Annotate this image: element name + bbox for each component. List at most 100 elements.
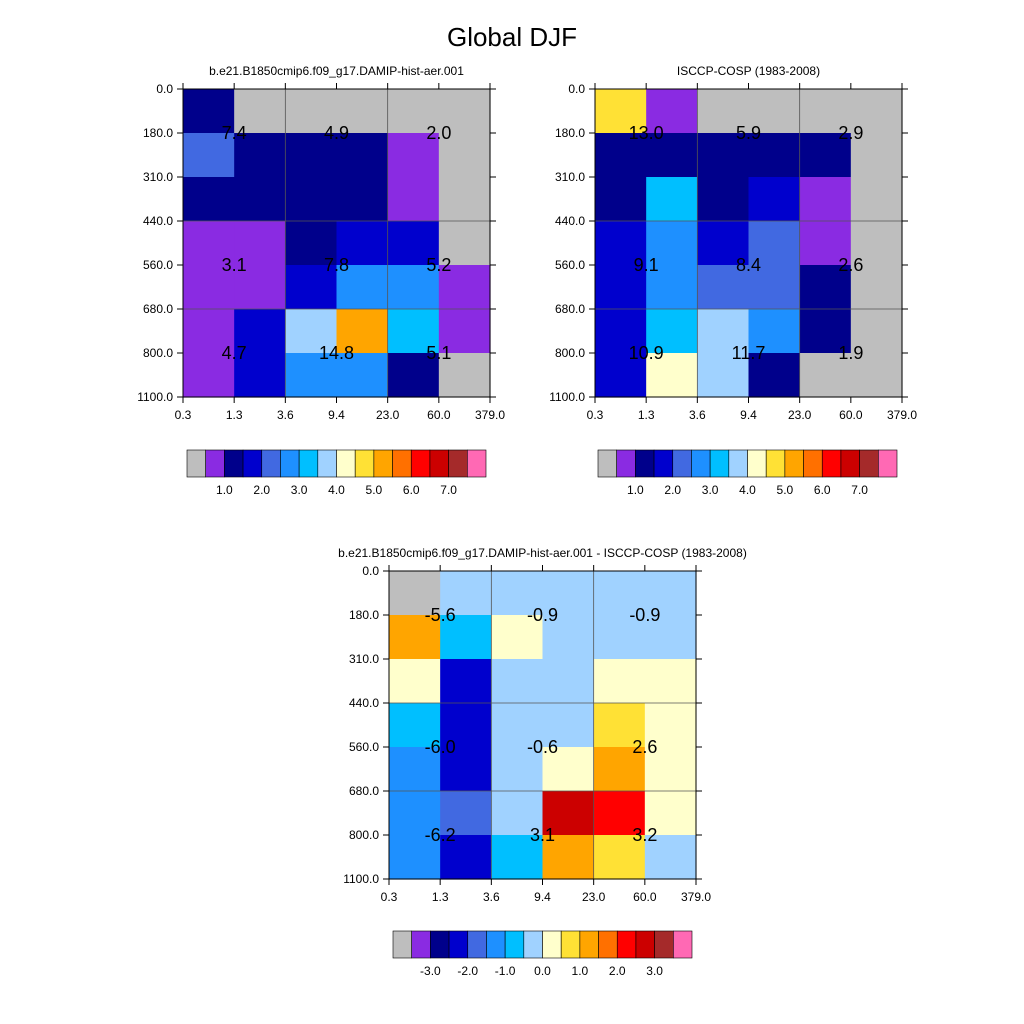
heatmap-cell <box>336 353 389 398</box>
x-tick-label: 60.0 <box>633 890 657 904</box>
heatmap-cell <box>387 221 440 266</box>
heatmap-cell <box>389 791 441 836</box>
x-tick-label: 9.4 <box>328 408 345 422</box>
heatmap-cell <box>389 659 441 704</box>
heatmap-cell <box>285 177 338 222</box>
colorbar-swatch <box>635 449 655 478</box>
heatmap-cell <box>748 133 801 178</box>
cell-value-label: 13.0 <box>629 123 664 143</box>
heatmap-cell <box>336 309 389 354</box>
heatmap-cell <box>440 659 492 704</box>
cell-value-label: 2.6 <box>632 737 657 757</box>
heatmap-cell <box>644 703 697 748</box>
heatmap-cell <box>644 791 697 836</box>
y-tick-label: 180.0 <box>555 126 585 140</box>
heatmap-cell <box>285 89 338 134</box>
cell-value-label: 11.7 <box>732 343 766 363</box>
y-tick-label: 440.0 <box>349 696 379 710</box>
heatmap-cell <box>593 615 646 660</box>
heatmap-cell <box>336 133 389 178</box>
cell-value-label: 7.8 <box>324 255 349 275</box>
colorbar-label: -1.0 <box>495 964 516 978</box>
heatmap-cell <box>285 265 338 310</box>
x-tick-label: 379.0 <box>475 408 505 422</box>
heatmap-cell <box>234 309 286 354</box>
heatmap-cell <box>285 353 338 398</box>
colorbar-swatch <box>560 930 581 959</box>
heatmap-cell <box>697 89 750 134</box>
heatmap-cell <box>387 133 440 178</box>
colorbar-swatch <box>765 449 786 478</box>
y-tick-label: 1100.0 <box>343 872 379 886</box>
colorbar-swatch <box>429 449 449 478</box>
colorbar-label: 2.0 <box>664 483 681 497</box>
heatmap-cell <box>646 353 698 398</box>
heatmap-cell <box>850 133 903 178</box>
colorbar-swatch <box>840 449 860 478</box>
heatmap-cell <box>644 571 697 616</box>
heatmap-cell <box>850 265 903 310</box>
colorbar: -3.0 -2.0 -1.0 0.0 1.0 2.0 3.0 <box>392 930 693 978</box>
heatmap-cell <box>799 309 852 354</box>
heatmap-cell <box>491 659 544 704</box>
colorbar-swatch <box>635 930 655 959</box>
heatmap-cell <box>491 835 544 880</box>
y-tick-label: 560.0 <box>555 258 585 272</box>
colorbar-swatch <box>467 449 487 478</box>
heatmap-cell <box>646 89 698 134</box>
x-tick-label: 0.3 <box>381 890 398 904</box>
heatmap-cell <box>595 309 647 354</box>
heatmap-cell <box>491 703 544 748</box>
colorbar-swatch <box>691 449 711 478</box>
heatmap-panel-2: ISCCP-COSP (1983-2008) 0.0 180.0 310.0 440.0… <box>549 64 917 497</box>
colorbar: 1.0 2.0 3.0 4.0 5.0 6.0 7.0 <box>597 449 898 497</box>
heatmap-cell <box>387 177 440 222</box>
colorbar-label: 4.0 <box>739 483 756 497</box>
colorbar-swatch <box>653 449 674 478</box>
heatmap-cell <box>799 221 852 266</box>
heatmap-cell <box>748 221 801 266</box>
y-tick-label: 310.0 <box>555 170 585 184</box>
colorbar-swatch <box>579 930 599 959</box>
heatmap-cell <box>542 835 595 880</box>
heatmap-cell <box>593 835 646 880</box>
panel-title: b.e21.B1850cmip6.f09_g17.DAMIP-hist-aer.… <box>209 64 464 78</box>
heatmap-cell <box>593 791 646 836</box>
heatmap-cell <box>697 221 750 266</box>
colorbar-label: 5.0 <box>777 483 794 497</box>
heatmap-cell <box>595 133 647 178</box>
heatmap-cell <box>646 265 698 310</box>
colorbar-swatch <box>504 930 525 959</box>
colorbar-swatch <box>430 930 450 959</box>
heatmap-cell <box>440 703 492 748</box>
x-tick-label: 3.6 <box>277 408 294 422</box>
y-tick-label: 560.0 <box>143 258 173 272</box>
heatmap-cell <box>183 133 235 178</box>
colorbar-swatch <box>654 930 674 959</box>
colorbar-swatch <box>186 449 206 478</box>
cell-value-label: 2.6 <box>838 255 863 275</box>
heatmap-cell <box>440 571 492 616</box>
heatmap-cell <box>387 309 440 354</box>
x-tick-label: 23.0 <box>582 890 606 904</box>
colorbar-swatch <box>803 449 823 478</box>
colorbar-swatch <box>821 449 842 478</box>
colorbar-label: -3.0 <box>420 964 441 978</box>
colorbar-label: 5.0 <box>366 483 383 497</box>
heatmap-panel-1: b.e21.B1850cmip6.f09_g17.DAMIP-hist-aer.… <box>137 64 505 497</box>
y-tick-label: 0.0 <box>362 564 379 578</box>
panel-title: ISCCP-COSP (1983-2008) <box>677 64 820 78</box>
y-tick-label: 440.0 <box>143 214 173 228</box>
heatmap-cell <box>748 309 801 354</box>
colorbar-swatch <box>448 449 468 478</box>
heatmap-cell <box>646 309 698 354</box>
y-tick-label: 180.0 <box>143 126 173 140</box>
y-tick-label: 0.0 <box>156 82 173 96</box>
colorbar-swatch <box>597 449 617 478</box>
x-tick-label: 9.4 <box>740 408 757 422</box>
heatmap-cell <box>646 221 698 266</box>
heatmap-cell <box>389 571 441 616</box>
heatmap-cell <box>440 615 492 660</box>
heatmap-cell <box>440 791 492 836</box>
cell-value-label: 9.1 <box>634 255 659 275</box>
